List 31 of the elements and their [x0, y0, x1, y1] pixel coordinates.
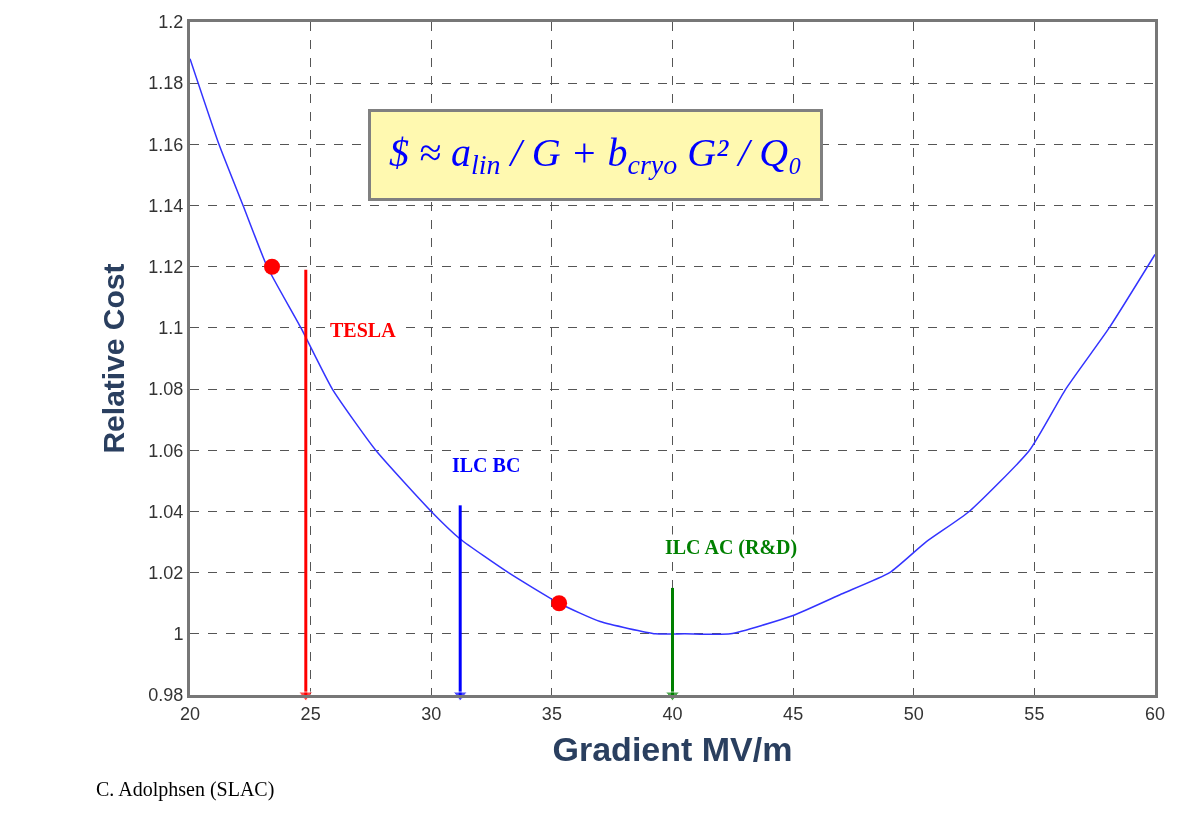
x-tick-label: 20	[179, 703, 201, 724]
y-tick-label: 1.2	[158, 12, 184, 33]
point	[551, 595, 568, 612]
point	[264, 258, 281, 275]
y-tick-label: 1.08	[148, 379, 184, 400]
x-tick-label: 55	[1024, 703, 1045, 724]
x-tick-label: 45	[783, 703, 804, 724]
x-tick-label: 25	[300, 703, 321, 724]
x-tick-label: 60	[1144, 703, 1166, 724]
y-tick-label: 1.14	[148, 195, 184, 216]
series-label: ILC BC	[452, 454, 521, 476]
x-tick-label: 35	[541, 703, 562, 724]
series-label: ILC AC (R&D)	[665, 536, 798, 559]
y-axis-title: Relative Cost	[97, 263, 131, 454]
x-tick-label: 50	[903, 703, 924, 724]
y-tick-label: 1.12	[148, 257, 184, 278]
y-tick-label: 1	[173, 624, 184, 645]
x-tick-label: 40	[662, 703, 683, 724]
x-tick-label: 30	[421, 703, 442, 724]
y-tick-label: 0.98	[148, 685, 184, 706]
y-tick-label: 1.16	[148, 134, 184, 155]
series-label: TESLA	[330, 319, 397, 341]
y-tick-label: 1.06	[148, 440, 184, 461]
y-tick-label: 1.02	[148, 562, 184, 583]
x-axis-title: Gradient MV/m	[552, 729, 793, 768]
line-series	[190, 57, 1155, 636]
y-tick-label: 1.04	[148, 501, 184, 522]
y-tick-label: 1.18	[148, 73, 184, 94]
text: C. Adolphsen (SLAC)	[96, 778, 275, 801]
annotation: $ ≈ a$_{lin}$ / G + b$_{cryo}$ G² / Q₀	[389, 130, 803, 181]
y-tick-label: 1.1	[158, 318, 184, 339]
